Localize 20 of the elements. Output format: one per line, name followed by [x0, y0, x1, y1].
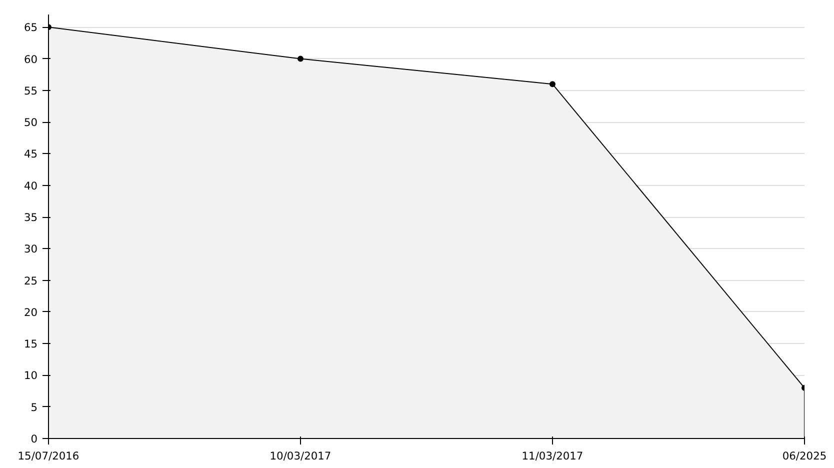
y-tick-label: 65	[24, 21, 38, 34]
y-tick-label: 20	[24, 306, 38, 319]
point	[550, 81, 556, 88]
y-tick-label: 60	[24, 52, 38, 66]
y-tick-label: 25	[24, 274, 38, 288]
point	[298, 56, 304, 62]
x-tick-label: 11/03/2017	[522, 450, 584, 462]
y-tick-label: 40	[24, 179, 38, 192]
y-tick-label: 10	[24, 369, 38, 382]
x-tick-label: 10/03/2017	[270, 450, 332, 462]
y-tick-label: 30	[24, 242, 38, 256]
y-tick-label: 5	[30, 400, 38, 414]
y-tick-label: 55	[24, 84, 38, 98]
y-tick-label: 45	[24, 148, 38, 161]
x-tick-label: 06/2025	[782, 450, 827, 462]
y-tick-label: 0	[30, 432, 38, 446]
y-tick-label: 15	[24, 338, 38, 351]
y-tick-label: 35	[24, 211, 38, 224]
x-tick-label: 15/07/2016	[18, 450, 80, 462]
y-tick-label: 50	[24, 116, 38, 130]
